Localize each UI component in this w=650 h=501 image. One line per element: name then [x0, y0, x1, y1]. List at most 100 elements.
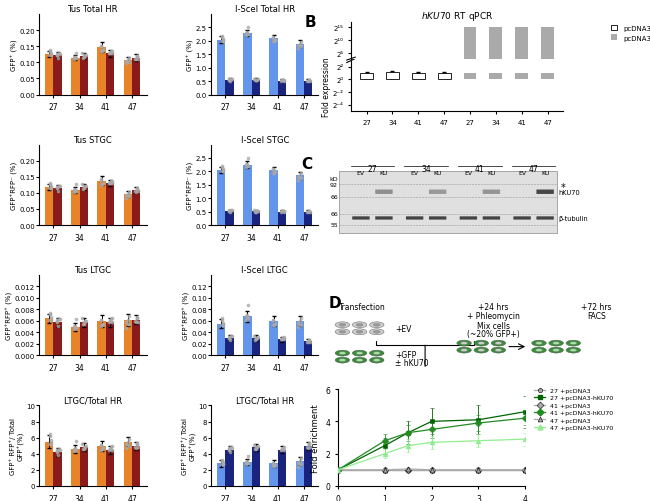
Point — [132, 185, 142, 193]
Ellipse shape — [532, 341, 546, 346]
Point — [96, 43, 106, 51]
Point — [267, 459, 278, 467]
Ellipse shape — [549, 341, 564, 346]
Point — [278, 77, 288, 85]
Point — [46, 183, 56, 191]
Point — [293, 173, 304, 181]
Point — [225, 209, 235, 217]
Title: Tus STGC: Tus STGC — [73, 135, 112, 144]
Point — [305, 209, 315, 217]
Ellipse shape — [461, 349, 467, 352]
Point — [293, 42, 304, 50]
Point — [251, 77, 261, 85]
Point — [52, 184, 62, 192]
Point — [45, 316, 55, 324]
Point — [268, 38, 279, 46]
FancyBboxPatch shape — [375, 190, 393, 194]
Point — [304, 77, 314, 85]
Ellipse shape — [339, 352, 346, 355]
Bar — [296, 45, 304, 95]
Ellipse shape — [356, 324, 363, 327]
Bar — [132, 59, 140, 95]
Point — [53, 322, 64, 330]
Point — [242, 31, 253, 39]
Point — [45, 309, 55, 317]
Point — [217, 316, 228, 324]
Point — [52, 448, 62, 456]
Point — [130, 56, 140, 64]
Text: KU: KU — [434, 170, 442, 175]
Point — [105, 445, 115, 453]
Point — [106, 443, 116, 451]
Title: $\mathit{hKU70}$ RT qPCR: $\mathit{hKU70}$ RT qPCR — [421, 10, 493, 23]
Point — [294, 321, 305, 329]
Title: LTGC/Total HR: LTGC/Total HR — [64, 396, 122, 405]
Ellipse shape — [478, 342, 485, 345]
Bar — [489, 74, 502, 80]
Bar — [437, 74, 450, 80]
Bar — [252, 81, 260, 95]
Point — [251, 443, 261, 451]
Point — [217, 38, 228, 46]
Point — [52, 447, 62, 455]
Bar — [72, 191, 80, 225]
Point — [98, 47, 108, 55]
Text: B: B — [304, 15, 316, 30]
Point — [252, 443, 262, 451]
Point — [224, 207, 234, 215]
Point — [276, 336, 286, 344]
Point — [121, 440, 131, 448]
Point — [124, 190, 134, 198]
Bar — [132, 446, 140, 486]
Point — [69, 186, 79, 194]
Point — [106, 178, 116, 186]
Point — [294, 43, 305, 51]
Point — [107, 318, 117, 326]
Point — [81, 183, 91, 191]
Point — [104, 446, 114, 454]
FancyBboxPatch shape — [483, 217, 500, 220]
Ellipse shape — [356, 359, 363, 362]
Ellipse shape — [373, 331, 380, 334]
Point — [45, 180, 55, 188]
Point — [132, 53, 142, 61]
Point — [304, 440, 314, 448]
Point — [45, 47, 55, 55]
Point — [295, 41, 306, 49]
Point — [105, 50, 115, 58]
Bar — [296, 176, 304, 225]
Point — [123, 59, 133, 67]
Legend: pcDNA3, pcDNA3-hKU70: pcDNA3, pcDNA3-hKU70 — [611, 26, 650, 42]
Bar — [45, 319, 53, 356]
Point — [46, 185, 57, 193]
Title: Tus Total HR: Tus Total HR — [68, 6, 118, 14]
Point — [105, 318, 115, 326]
Point — [277, 445, 287, 453]
Point — [276, 78, 286, 86]
Point — [69, 326, 79, 334]
Point — [55, 316, 65, 324]
FancyBboxPatch shape — [339, 172, 556, 233]
Point — [98, 321, 108, 329]
Title: I-SceI LTGC: I-SceI LTGC — [241, 266, 288, 275]
Point — [96, 48, 107, 56]
Point — [45, 432, 55, 440]
Point — [131, 185, 142, 193]
Point — [242, 311, 252, 319]
Point — [69, 447, 79, 455]
Title: I-SceI STGC: I-SceI STGC — [240, 135, 289, 144]
Bar — [515, 28, 528, 67]
Point — [133, 56, 143, 64]
Bar — [98, 181, 106, 225]
Bar — [80, 323, 88, 356]
Point — [98, 320, 108, 328]
Point — [243, 155, 254, 163]
Point — [267, 459, 278, 467]
Point — [124, 55, 135, 63]
Point — [107, 445, 117, 453]
Y-axis label: GFP⁺ RFP⁺/ Total
GFP⁺(%): GFP⁺ RFP⁺/ Total GFP⁺(%) — [9, 417, 25, 474]
Point — [46, 436, 56, 444]
Ellipse shape — [335, 329, 350, 335]
Point — [252, 334, 263, 342]
Point — [77, 440, 88, 448]
